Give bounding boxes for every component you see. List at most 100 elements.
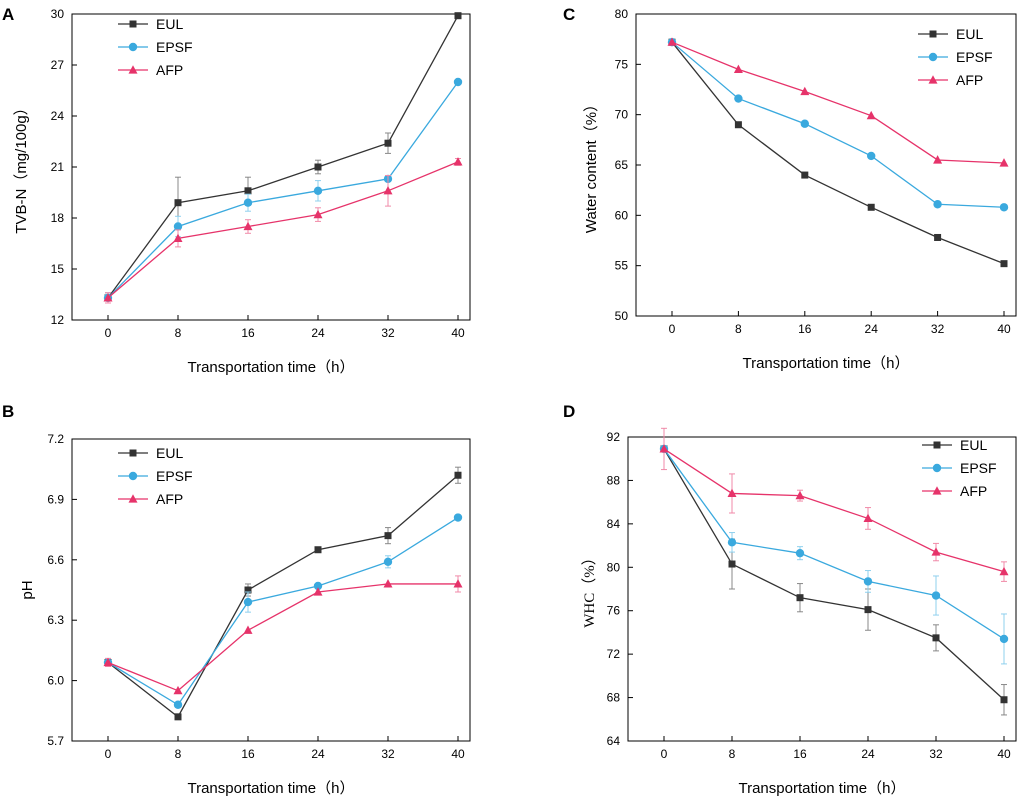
x-tick-label: 8: [175, 747, 182, 761]
legend-label: AFP: [156, 491, 183, 507]
x-tick-label: 40: [997, 747, 1011, 761]
y-axis-label: pH: [19, 580, 36, 599]
series-line: [663, 448, 1005, 640]
data-point: [243, 597, 253, 607]
legend-label: EUL: [956, 26, 983, 42]
x-tick-label: 24: [311, 747, 325, 761]
legend-marker: [129, 449, 137, 457]
data-point: [795, 490, 805, 500]
data-point: [801, 171, 809, 179]
data-point: [728, 560, 736, 568]
data-point: [867, 203, 875, 211]
legend-label: EUL: [960, 437, 987, 453]
legend-marker: [128, 494, 138, 503]
data-point: [866, 110, 876, 120]
y-tick-label: 24: [51, 109, 65, 123]
x-tick-label: 0: [105, 747, 112, 761]
series-eul: [104, 12, 462, 304]
series-epsf: [659, 444, 1009, 665]
x-axis-label: Transportation time（h）: [742, 355, 909, 372]
data-point: [659, 444, 669, 453]
y-tick-label: 30: [51, 7, 65, 21]
data-point: [103, 657, 113, 667]
data-point: [934, 233, 942, 241]
data-point: [800, 86, 810, 96]
data-point: [313, 581, 323, 591]
legend: EUL EPSF AFP: [118, 16, 193, 78]
legend-label: EPSF: [156, 468, 193, 484]
data-point: [727, 538, 737, 547]
legend-label: AFP: [960, 483, 987, 499]
y-tick-label: 70: [615, 108, 629, 122]
y-tick-label: 92: [607, 430, 621, 444]
y-tick-label: 88: [607, 473, 621, 487]
data-point: [313, 587, 323, 596]
legend: EUL EPSF AFP: [118, 445, 193, 507]
data-point: [931, 547, 941, 556]
data-point: [867, 151, 876, 161]
y-tick-label: 84: [607, 517, 621, 531]
data-point: [727, 488, 737, 498]
series-epsf: [103, 513, 463, 709]
panel-letter: C: [563, 5, 575, 24]
y-axis-label: TVB-N（mg/100g）: [13, 100, 30, 233]
y-axis-label: Water content（%）: [583, 97, 600, 233]
data-point: [1000, 696, 1008, 704]
y-tick-label: 6.0: [47, 674, 64, 688]
legend-label: EPSF: [960, 460, 997, 476]
y-tick-label: 27: [51, 58, 65, 72]
data-point: [733, 64, 743, 73]
y-tick-label: 6.6: [47, 553, 64, 567]
y-tick-label: 21: [51, 160, 65, 174]
legend-label: EPSF: [156, 39, 193, 55]
y-tick-label: 60: [615, 208, 629, 222]
legend: EUL EPSF AFP: [918, 26, 993, 88]
y-tick-label: 75: [615, 57, 629, 71]
data-point: [999, 634, 1009, 644]
panel-b: B 5.7 6.0 6.3 6.6 6.9 7.2 0 8 16 24 32 40 Transportat…: [2, 402, 471, 797]
series-line: [107, 516, 459, 706]
x-tick-label: 32: [381, 747, 395, 761]
data-point: [999, 566, 1009, 576]
data-point: [383, 557, 393, 567]
x-tick-label: 32: [931, 322, 945, 336]
data-point: [734, 121, 742, 129]
y-tick-label: 12: [51, 313, 65, 327]
x-tick-label: 40: [451, 326, 465, 340]
y-tick-label: 50: [615, 309, 629, 323]
data-point: [999, 158, 1009, 167]
x-tick-label: 24: [311, 326, 325, 340]
data-point: [384, 532, 392, 540]
y-axis-label: WHC（%）: [581, 550, 598, 628]
data-point: [314, 546, 322, 554]
data-point: [173, 222, 183, 231]
legend: EUL EPSF AFP: [922, 437, 997, 499]
data-point: [383, 579, 393, 588]
x-tick-label: 32: [381, 326, 395, 340]
x-tick-label: 0: [669, 322, 676, 336]
legend-label: AFP: [956, 72, 983, 88]
data-point: [173, 685, 183, 695]
y-tick-label: 15: [51, 262, 65, 276]
y-tick-label: 5.7: [47, 734, 64, 748]
legend-marker: [128, 471, 138, 481]
legend-marker: [928, 52, 938, 62]
data-point: [174, 199, 182, 207]
data-point: [453, 77, 463, 87]
panel-c: C 50 55 60 65 70 75 80 0 8 16 24 32 40 Transportation …: [563, 5, 1017, 372]
legend-marker: [128, 42, 138, 52]
x-tick-label: 8: [175, 326, 182, 340]
y-tick-label: 6.9: [47, 492, 64, 506]
panel-d: D 64 68 72 76 80 84 88 92 0 8 16 24 32 40 Transportatio…: [563, 402, 1017, 797]
data-point: [863, 577, 873, 586]
data-point: [932, 634, 940, 642]
data-point: [313, 209, 323, 219]
legend-marker: [929, 30, 937, 38]
data-point: [933, 200, 942, 209]
series-line: [671, 41, 1005, 265]
y-tick-label: 68: [607, 691, 621, 705]
panel-letter: A: [2, 5, 14, 24]
y-tick-label: 64: [607, 734, 621, 748]
x-tick-label: 16: [241, 747, 255, 761]
